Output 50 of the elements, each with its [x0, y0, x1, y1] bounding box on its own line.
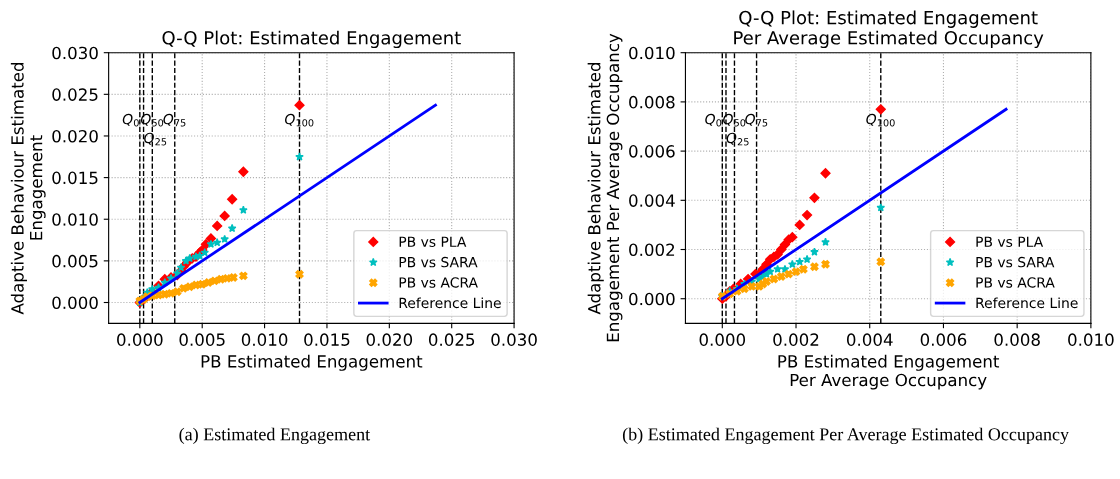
y-tick-label: 0.005 — [52, 254, 98, 268]
ref-line-label: Q$_{100}$ — [866, 113, 895, 127]
legend-label: PB vs PLA — [976, 236, 1044, 247]
x-tick-label: 0.025 — [428, 333, 475, 346]
y-tick-label: 0.010 — [629, 46, 675, 60]
x-tick-label: 0.010 — [241, 333, 288, 346]
y-tick-label: 0.006 — [629, 145, 675, 158]
x-tick-label: 0.006 — [920, 333, 967, 346]
y-tick-label: 0.020 — [52, 129, 98, 143]
y-axis-title: Adaptive Behaviour Estimated Engagement — [10, 62, 46, 315]
y-tick-label: 0.000 — [52, 296, 98, 310]
y-tick-label: 0.008 — [629, 95, 675, 109]
x-tick-label: 0.008 — [994, 333, 1040, 346]
text: (a) Estimated Engagement — [179, 427, 371, 445]
y-tick-label: 0.030 — [52, 46, 98, 60]
legend-label: PB vs ACRA — [976, 277, 1055, 288]
x-tick-label: 0.002 — [773, 333, 819, 346]
x-tick-label: 0.010 — [1068, 333, 1114, 346]
ref-line-label: Q$_{0}$ — [122, 113, 139, 127]
x-tick-label: 0.005 — [179, 333, 225, 346]
y-tick-label: 0.004 — [629, 194, 675, 207]
y-tick-label: 0.010 — [52, 213, 98, 226]
text: (b) Estimated Engagement Per Average Estimated Occupancy — [622, 427, 1069, 445]
x-axis-title: PB Estimated Engagement — [201, 354, 423, 371]
y-tick-label: 0.002 — [629, 243, 675, 257]
chart-title: Q-Q Plot: Estimated Engagement — [162, 30, 461, 49]
legend-label: PB vs PLA — [399, 236, 467, 247]
ref-line-label: Q$_{75}$ — [745, 113, 768, 127]
legend-label: PB vs SARA — [976, 256, 1055, 268]
y-tick-label: 0.015 — [52, 171, 98, 185]
y-tick-label: 0.000 — [629, 292, 675, 306]
x-axis-title: PB Estimated Engagement Per Average Occupancy — [778, 354, 1000, 390]
y-axis-title: Adaptive Behaviour Estimated Engagement Per Average Occupancy — [587, 33, 623, 342]
x-tick-label: 0.015 — [304, 333, 350, 346]
legend-label: PB vs ACRA — [399, 277, 478, 288]
x-tick-label: 0.000 — [699, 333, 746, 346]
legend-label: Reference Line — [976, 297, 1078, 309]
x-tick-label: 0.030 — [491, 333, 537, 346]
ref-line-label: Q$_{25}$ — [726, 132, 749, 146]
ref-line-label: Q$_{50}$ — [723, 113, 746, 127]
ref-line-label: Q$_{75}$ — [163, 113, 186, 127]
y-tick-label: 0.025 — [52, 88, 98, 101]
x-tick-label: 0.020 — [366, 333, 413, 346]
ref-line-label: Q$_{100}$ — [285, 113, 314, 127]
x-tick-label: 0.004 — [846, 333, 893, 346]
legend-label: Reference Line — [399, 297, 501, 309]
ref-line-label: Q$_{0}$ — [705, 113, 722, 127]
legend-label: PB vs SARA — [399, 256, 478, 268]
x-tick-label: 0.000 — [117, 333, 163, 346]
chart-title: Q-Q Plot: Estimated Engagement Per Average Estimated Occupancy — [734, 10, 1044, 49]
